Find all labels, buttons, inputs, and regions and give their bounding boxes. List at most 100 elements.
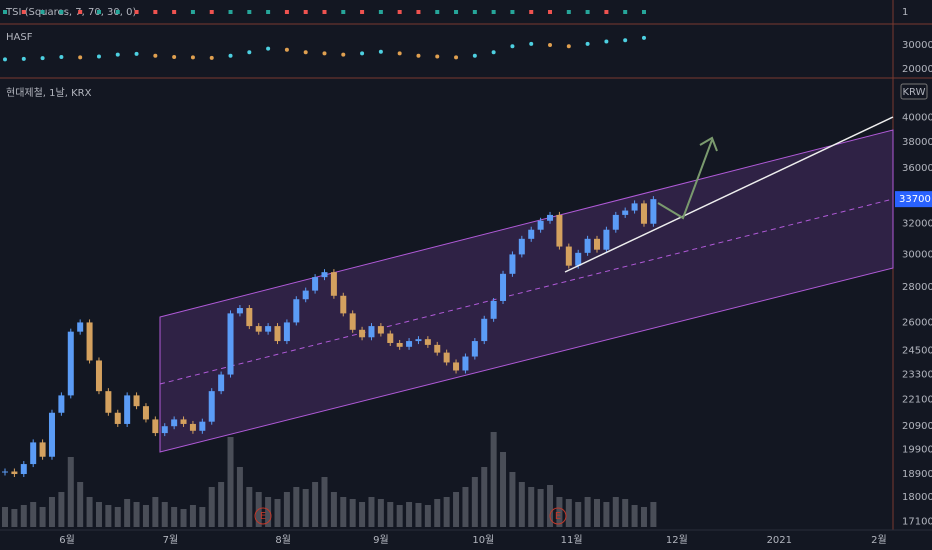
- y-tick-label: 18000: [902, 492, 932, 503]
- hasf-dot: [491, 50, 496, 55]
- candle: [255, 326, 262, 332]
- tsi-square: [360, 10, 365, 14]
- x-tick-label: 2021: [767, 535, 792, 546]
- hasf-dot: [266, 46, 271, 51]
- volume-bar: [603, 502, 610, 527]
- volume-bar: [30, 502, 37, 527]
- candle: [509, 254, 516, 274]
- volume-bar: [2, 507, 8, 527]
- hasf-dot: [209, 55, 214, 60]
- y-tick-label: 20000: [902, 64, 932, 75]
- x-tick-label: 10월: [472, 534, 494, 546]
- volume-bar: [330, 492, 337, 527]
- tsi-square: [190, 10, 195, 14]
- candle: [265, 326, 272, 332]
- candle: [312, 277, 319, 291]
- hasf-dot: [59, 54, 64, 59]
- hasf-dot: [190, 55, 195, 60]
- price-label: 33700: [899, 194, 931, 205]
- candle: [424, 339, 431, 345]
- volume-bar: [424, 505, 431, 527]
- candle: [302, 290, 309, 300]
- volume-bar: [387, 502, 394, 527]
- volume-bar: [199, 507, 206, 527]
- volume-bar: [453, 492, 460, 527]
- tsi-square: [172, 10, 177, 14]
- hasf-dot: [21, 56, 26, 61]
- tsi-square: [378, 10, 383, 14]
- volume-bar: [631, 505, 638, 527]
- candle: [330, 272, 337, 296]
- y-tick-label: 28000: [902, 282, 932, 293]
- candle: [39, 442, 46, 457]
- candle: [152, 419, 159, 434]
- x-tick-label: 12월: [666, 534, 688, 546]
- candle: [584, 238, 591, 253]
- y-tick-label: 22100: [902, 395, 932, 406]
- volume-bar: [650, 502, 657, 527]
- candle: [603, 229, 610, 250]
- x-tick-label: 2월: [871, 534, 887, 546]
- candle: [124, 395, 131, 424]
- volume-bar: [575, 502, 582, 527]
- tsi-square: [153, 10, 158, 14]
- candle: [650, 199, 657, 224]
- volume-bar: [490, 432, 497, 527]
- hasf-dot: [172, 54, 177, 59]
- candle: [481, 318, 488, 342]
- volume-bar: [274, 499, 281, 527]
- candle: [293, 299, 300, 323]
- hasf-dot: [134, 51, 139, 56]
- candle: [161, 426, 168, 434]
- hasf-dot: [228, 53, 233, 58]
- volume-bar: [415, 503, 422, 527]
- hasf-dot: [341, 52, 346, 57]
- tsi-square: [303, 10, 308, 14]
- candle: [396, 342, 403, 347]
- volume-bar: [180, 509, 187, 527]
- candle: [415, 339, 422, 342]
- volume-bar: [67, 457, 74, 527]
- y-tick-label: 32000: [902, 219, 932, 230]
- candle: [114, 412, 121, 424]
- y-tick-label: 40000: [902, 113, 932, 124]
- y-tick-label: 36000: [902, 163, 932, 174]
- candle: [406, 341, 413, 347]
- volume-bar: [612, 497, 619, 527]
- y-tick-label: 18900: [902, 469, 932, 480]
- candle: [462, 356, 469, 371]
- volume-bar: [208, 487, 215, 527]
- y-tick-label: 23300: [902, 370, 932, 381]
- candle: [77, 322, 84, 332]
- volume-bar: [11, 509, 18, 527]
- hasf-dot: [3, 57, 7, 62]
- volume-bar: [396, 505, 403, 527]
- candle: [565, 246, 572, 266]
- volume-bar: [124, 499, 131, 527]
- tsi-square: [322, 10, 327, 14]
- tsi-square: [78, 10, 83, 14]
- candle: [105, 391, 112, 413]
- volume-bar: [471, 477, 478, 527]
- panel-title: 현대제철, 1날, KRX: [6, 87, 92, 99]
- candle: [67, 331, 74, 396]
- volume-bar: [86, 497, 93, 527]
- volume-bar: [368, 497, 375, 527]
- hasf-dot: [510, 44, 515, 49]
- volume-bar: [359, 502, 366, 527]
- volume-bar: [302, 489, 309, 527]
- hasf-dot: [303, 50, 308, 55]
- candle: [434, 344, 441, 353]
- x-tick-label: 11월: [561, 534, 583, 546]
- volume-bar: [265, 497, 272, 527]
- tsi-square: [21, 10, 26, 14]
- candle: [443, 352, 450, 363]
- y-tick-label: 19900: [902, 445, 932, 456]
- candle: [199, 421, 206, 431]
- candle: [500, 273, 507, 301]
- tsi-square: [3, 10, 7, 14]
- y-tick-label: 38000: [902, 137, 932, 148]
- candle: [2, 471, 8, 473]
- volume-bar: [39, 507, 46, 527]
- tsi-square: [548, 10, 553, 14]
